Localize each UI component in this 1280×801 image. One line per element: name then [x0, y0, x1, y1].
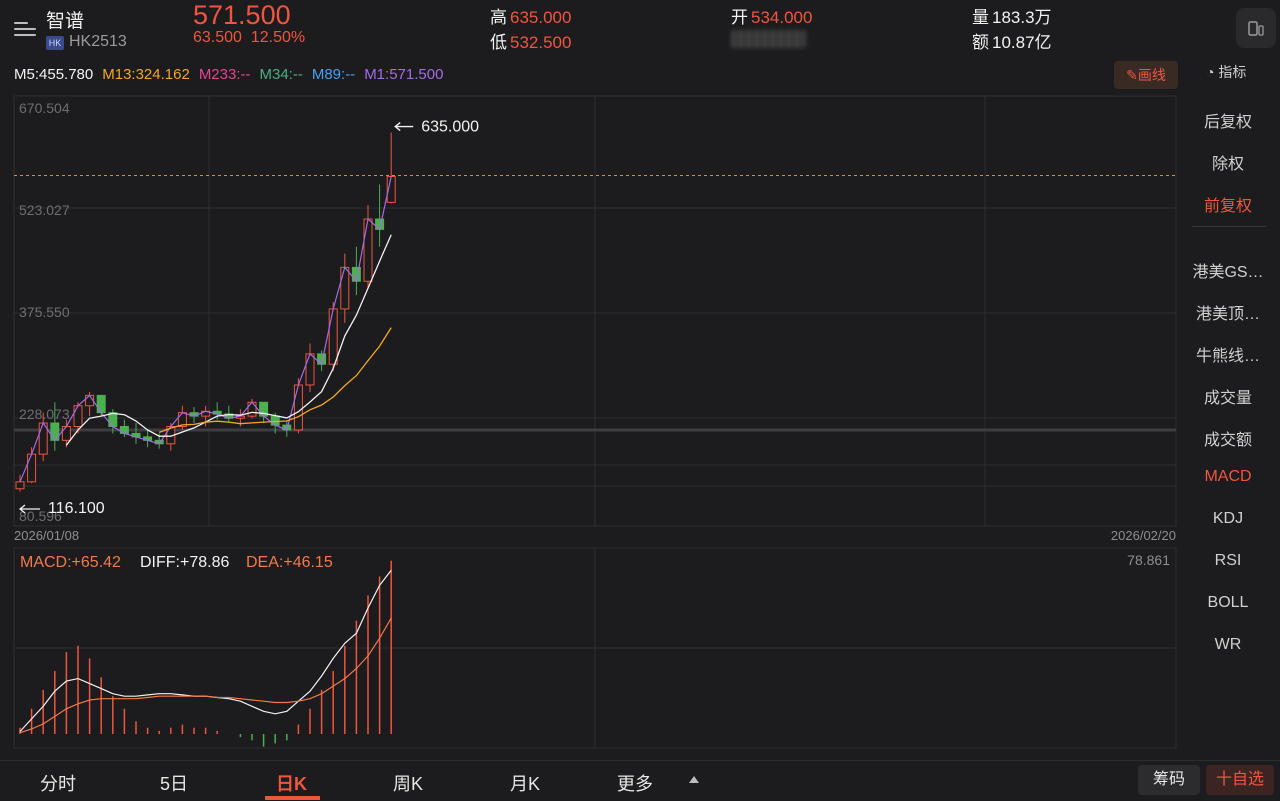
- y-tick-label: 670.504: [19, 100, 70, 116]
- x-end-label: 2026/02/20: [1111, 528, 1176, 543]
- high-marker-label: 635.000: [421, 119, 479, 136]
- macd-legend-dea: DEA:+46.15: [246, 554, 333, 571]
- ma-legend: M5:455.780 M13:324.162 M233:-- M34:-- M89:--…: [14, 66, 452, 83]
- low-stat: 低 532.500: [490, 28, 571, 53]
- candle-up: [340, 266, 350, 310]
- volume-stat: 量 183.3万: [972, 3, 1052, 28]
- tab[interactable]: 更多: [617, 774, 653, 794]
- ma1-line: [19, 176, 392, 483]
- volume-label: 量: [972, 8, 989, 27]
- indicator-label: 指标: [1218, 64, 1247, 80]
- ma13-line: [158, 327, 392, 434]
- macd-legend-diff: DIFF:+78.86: [140, 554, 229, 571]
- macd-max-label: 78.861: [1127, 552, 1170, 568]
- candle-down: [270, 415, 280, 426]
- draw-line-label: 画线: [1137, 67, 1166, 83]
- side-item[interactable]: 港美GS…: [1192, 264, 1264, 281]
- candle-down: [108, 412, 118, 427]
- open-value: 534.000: [751, 8, 813, 27]
- current-price: 571.500: [193, 0, 291, 30]
- high-value: 635.000: [510, 8, 572, 27]
- tab[interactable]: 日K: [276, 774, 307, 794]
- tab[interactable]: 周K: [393, 774, 424, 794]
- candle-up: [247, 401, 257, 417]
- candle-up: [61, 425, 71, 441]
- change-amount: 63.500: [193, 29, 242, 46]
- change-percent: 12.50%: [250, 29, 306, 46]
- amount-stat: 额 10.87亿: [972, 28, 1052, 53]
- caret-up-icon[interactable]: [689, 776, 699, 783]
- pencil-icon: ✎: [1126, 67, 1138, 83]
- ma5-line: [65, 234, 392, 446]
- high-label: 高: [490, 8, 507, 27]
- macd-legend-macd: MACD:+65.42: [20, 554, 121, 571]
- high-stat: 高 635.000: [490, 3, 571, 28]
- market-badge: HK: [46, 36, 64, 50]
- candle-up: [328, 308, 338, 365]
- open-stat: 开 534.000: [731, 3, 812, 28]
- side-divider: [1192, 226, 1266, 227]
- side-item[interactable]: 除权: [1211, 156, 1244, 173]
- blurred-value: [731, 30, 806, 48]
- side-item[interactable]: WR: [1214, 636, 1242, 653]
- y-tick-label: 523.027: [19, 202, 70, 218]
- stock-code: HK2513: [69, 33, 127, 50]
- low-arrow-icon: [18, 504, 40, 514]
- stock-name: 智谱: [46, 11, 85, 32]
- diff-line: [19, 569, 392, 732]
- side-item[interactable]: 牛熊线…: [1195, 348, 1260, 365]
- low-value: 532.500: [510, 33, 572, 52]
- menu-icon[interactable]: [14, 20, 36, 38]
- y-tick-label: 375.550: [19, 304, 70, 320]
- high-arrow-icon: [394, 122, 414, 132]
- amount-label: 额: [972, 33, 989, 52]
- phone-icon: [1248, 21, 1264, 36]
- side-item[interactable]: 成交量: [1203, 390, 1252, 407]
- tab[interactable]: 5日: [160, 774, 189, 794]
- side-item[interactable]: 前复权: [1203, 198, 1252, 215]
- tab[interactable]: 月K: [510, 774, 541, 794]
- side-item[interactable]: 后复权: [1203, 114, 1252, 131]
- ma-legend-item: M89:--: [311, 66, 356, 83]
- side-item[interactable]: MACD: [1204, 468, 1252, 485]
- bottom-bar: [0, 760, 1280, 801]
- indicator-button[interactable]: ◔ 指标: [1206, 62, 1246, 82]
- device-rotate-button[interactable]: [1236, 8, 1276, 48]
- draw-line-button[interactable]: ✎画线: [1114, 61, 1178, 89]
- chip-distribution-button[interactable]: 筹码: [1138, 765, 1200, 795]
- low-marker-label: 116.100: [48, 500, 105, 517]
- amount-value: 10.87亿: [992, 33, 1052, 52]
- tab[interactable]: 分时: [40, 774, 76, 794]
- candle-down: [96, 394, 106, 414]
- side-item[interactable]: 成交额: [1203, 432, 1252, 449]
- gauge-icon: ◔: [1206, 64, 1215, 80]
- candle-up: [305, 353, 315, 386]
- candle-up: [73, 405, 83, 427]
- candle-up: [363, 218, 373, 282]
- y-tick-label: 80.596: [19, 508, 62, 524]
- dea-line: [19, 617, 392, 734]
- ma-legend-item: M1:571.500: [364, 66, 444, 83]
- candle-up: [293, 384, 303, 431]
- side-item[interactable]: KDJ: [1212, 510, 1244, 527]
- ma-legend-item: M13:324.162: [102, 66, 190, 83]
- candle-up: [15, 481, 25, 490]
- ma-legend-item: M5:455.780: [14, 66, 94, 83]
- candle-up: [27, 453, 37, 483]
- side-item[interactable]: RSI: [1214, 552, 1242, 569]
- candle-up: [386, 175, 396, 203]
- volume-value: 183.3万: [992, 8, 1052, 27]
- y-tick-label: 228.073: [19, 406, 70, 422]
- kline-chart[interactable]: 670.504 523.027 375.550 228.073 80.596 2026/0…: [0, 0, 1180, 760]
- side-item[interactable]: BOLL: [1207, 594, 1249, 611]
- add-watchlist-button[interactable]: 十自选: [1206, 765, 1274, 795]
- low-label: 低: [490, 33, 507, 52]
- open-label: 开: [731, 8, 748, 27]
- ma-legend-item: M34:--: [259, 66, 303, 83]
- x-start-label: 2026/01/08: [14, 528, 79, 543]
- ma-legend-item: M233:--: [198, 66, 251, 83]
- side-item[interactable]: 港美顶…: [1195, 306, 1260, 323]
- active-tab-indicator: [265, 796, 320, 800]
- price-change: 63.500 12.50%: [193, 29, 305, 47]
